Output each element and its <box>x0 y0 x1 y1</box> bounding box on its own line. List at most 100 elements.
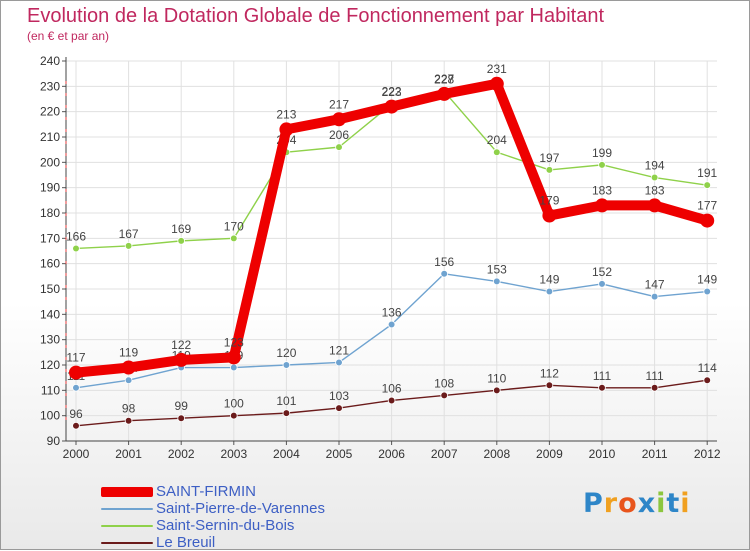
data-label-saint-pierre-de-varennes: 136 <box>382 305 402 319</box>
y-tick-label: 90 <box>47 434 61 448</box>
data-point-saint-pierre-de-varennes <box>703 287 711 296</box>
data-label-saint-pierre-de-varennes: 147 <box>645 278 665 292</box>
y-tick-label: 190 <box>40 181 60 195</box>
data-label-le-breuil: 103 <box>329 389 349 403</box>
data-point-saint-firmin <box>279 122 294 137</box>
data-label-saint-pierre-de-varennes: 153 <box>487 262 507 276</box>
data-point-saint-pierre-de-varennes <box>282 361 291 369</box>
data-label-saint-firmin: 179 <box>539 194 559 208</box>
y-tick-label: 210 <box>40 130 60 144</box>
data-point-saint-firmin <box>174 352 189 367</box>
data-point-le-breuil <box>335 404 343 412</box>
data-point-saint-pierre-de-varennes <box>124 376 133 385</box>
data-point-saint-pierre-de-varennes <box>598 280 606 288</box>
y-tick-label: 110 <box>41 383 60 397</box>
data-point-saint-firmin <box>595 198 609 213</box>
data-label-saint-pierre-de-varennes: 149 <box>697 273 717 287</box>
data-label-le-breuil: 98 <box>122 402 136 416</box>
logo-letter: t <box>666 488 681 519</box>
data-point-saint-firmin <box>226 350 241 365</box>
y-tick-label: 160 <box>40 257 60 271</box>
proxiti-logo: Proxiti <box>583 488 691 519</box>
logo-letter: i <box>656 488 667 519</box>
x-tick-label: 2005 <box>326 447 353 461</box>
data-label-le-breuil: 106 <box>382 381 402 395</box>
data-point-le-breuil <box>650 383 659 392</box>
legend-label: Saint-Sernin-du-Bois <box>156 517 295 534</box>
logo-letter: x <box>637 488 657 519</box>
data-label-saint-sernin-du-bois: 191 <box>697 166 717 180</box>
data-label-saint-sernin-du-bois: 197 <box>539 151 559 165</box>
y-tick-label: 100 <box>40 409 60 423</box>
data-label-saint-pierre-de-varennes: 120 <box>276 346 296 360</box>
y-tick-label: 230 <box>40 79 60 93</box>
data-point-saint-sernin-du-bois <box>72 244 80 253</box>
data-label-saint-sernin-du-bois: 194 <box>645 159 665 173</box>
y-tick-label: 140 <box>40 307 60 321</box>
data-label-le-breuil: 100 <box>224 397 244 411</box>
data-label-le-breuil: 114 <box>698 361 717 375</box>
y-tick-label: 180 <box>40 206 60 220</box>
data-point-saint-sernin-du-bois <box>598 161 606 169</box>
y-tick-label: 120 <box>40 358 60 372</box>
data-label-saint-firmin: 231 <box>487 62 507 76</box>
x-tick-label: 2010 <box>589 447 616 461</box>
data-label-saint-sernin-du-bois: 166 <box>66 229 86 243</box>
x-tick-label: 2004 <box>273 447 300 461</box>
data-point-saint-pierre-de-varennes <box>72 383 80 392</box>
data-point-saint-firmin <box>489 76 504 91</box>
legend-swatch-saint-pierre-de-varennes <box>101 508 153 510</box>
data-label-saint-sernin-du-bois: 199 <box>592 146 612 160</box>
data-label-saint-firmin: 213 <box>276 107 296 121</box>
data-point-le-breuil <box>230 411 238 420</box>
data-label-saint-sernin-du-bois: 169 <box>171 222 191 236</box>
data-label-saint-sernin-du-bois: 228 <box>434 72 454 86</box>
data-label-saint-firmin: 123 <box>224 335 244 349</box>
y-tick-label: 150 <box>40 282 60 296</box>
logo-letter: o <box>618 488 638 519</box>
data-point-saint-sernin-du-bois <box>650 173 659 182</box>
y-tick-label: 220 <box>40 105 60 119</box>
chart-subtitle: (en € et par an) <box>27 29 110 43</box>
data-label-le-breuil: 99 <box>175 399 189 413</box>
x-tick-label: 2012 <box>694 447 721 461</box>
data-point-le-breuil <box>282 409 291 417</box>
data-point-le-breuil <box>492 386 501 395</box>
data-point-saint-pierre-de-varennes <box>650 292 659 301</box>
data-label-saint-firmin: 183 <box>592 183 612 197</box>
legend-label: SAINT-FIRMIN <box>156 483 256 500</box>
legend-swatch-saint-firmin <box>101 487 153 497</box>
data-point-saint-firmin <box>332 112 346 127</box>
data-point-le-breuil <box>387 396 396 405</box>
data-label-saint-firmin: 122 <box>171 338 191 352</box>
legend-label: Le Breuil <box>156 534 216 551</box>
legend-swatch-saint-sernin-du-bois <box>101 525 153 527</box>
data-label-saint-firmin: 117 <box>66 351 85 365</box>
data-label-saint-firmin: 222 <box>382 85 402 99</box>
data-label-saint-firmin: 119 <box>119 346 138 360</box>
data-point-saint-firmin <box>437 86 452 101</box>
logo-letter: P <box>583 488 604 519</box>
data-point-saint-sernin-du-bois <box>177 237 186 245</box>
data-point-saint-sernin-du-bois <box>230 234 238 243</box>
data-point-le-breuil <box>598 383 606 392</box>
data-label-le-breuil: 96 <box>69 407 83 421</box>
x-tick-label: 2007 <box>431 447 458 461</box>
data-point-le-breuil <box>703 376 711 385</box>
data-label-saint-pierre-de-varennes: 121 <box>329 343 349 357</box>
data-label-le-breuil: 111 <box>593 369 612 383</box>
data-label-saint-firmin: 177 <box>697 199 717 213</box>
data-point-le-breuil <box>124 416 133 425</box>
data-point-saint-pierre-de-varennes <box>545 287 554 296</box>
legend-label: Saint-Pierre-de-Varennes <box>156 500 325 517</box>
data-point-saint-firmin <box>700 213 715 228</box>
data-point-saint-firmin <box>542 208 557 223</box>
y-tick-label: 170 <box>40 231 60 245</box>
x-tick-label: 2002 <box>168 447 195 461</box>
data-label-le-breuil: 112 <box>540 366 559 380</box>
data-point-saint-sernin-du-bois <box>492 148 501 157</box>
data-label-saint-pierre-de-varennes: 152 <box>592 265 612 279</box>
y-tick-label: 200 <box>40 155 60 169</box>
data-label-saint-firmin: 227 <box>434 72 454 86</box>
